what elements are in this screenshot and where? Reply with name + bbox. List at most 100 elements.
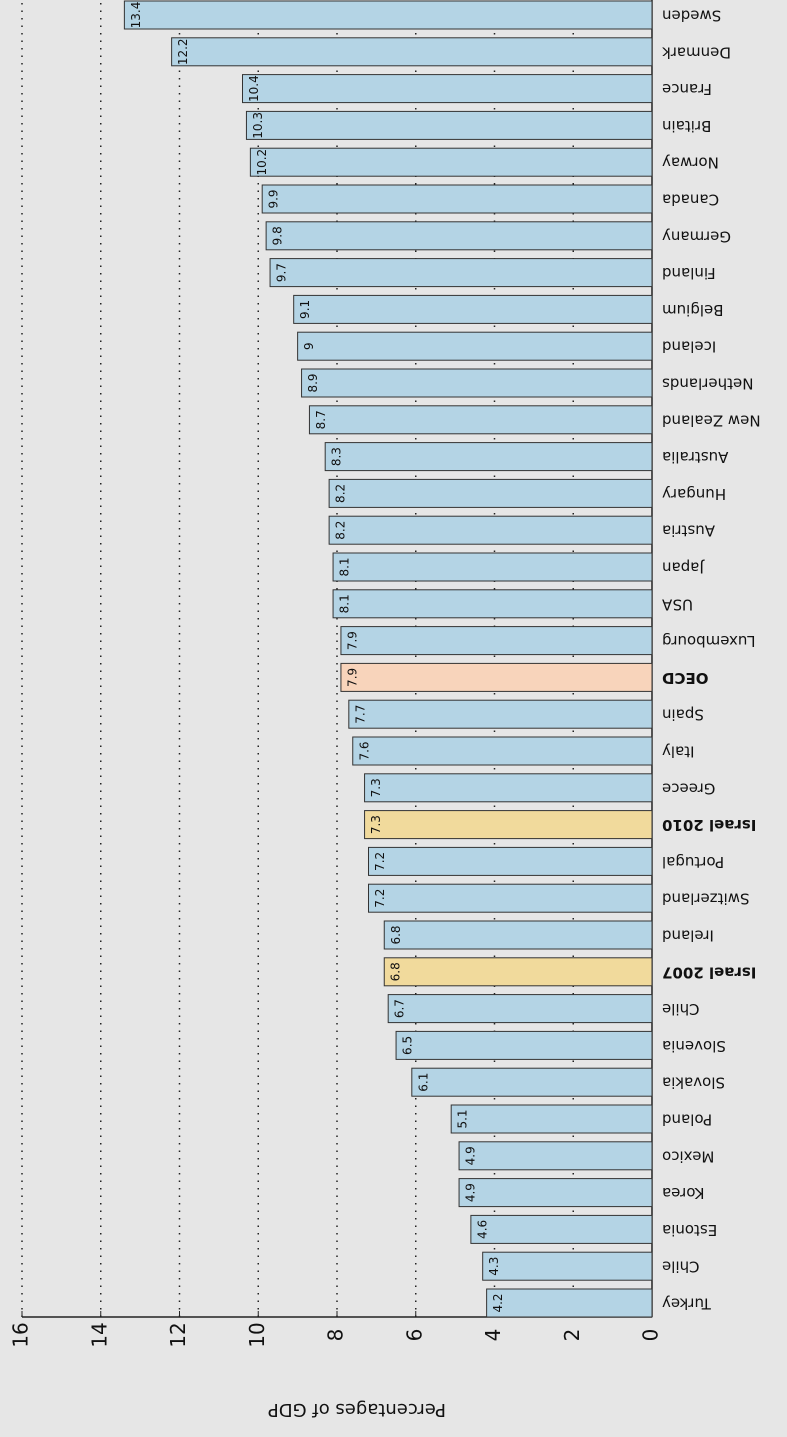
value-label: 9.1 (298, 300, 312, 319)
category-label: France (662, 80, 712, 98)
bar (265, 221, 653, 251)
x-tick-label: 16 (9, 1322, 33, 1347)
value-label: 4.9 (464, 1183, 478, 1202)
category-label: Chile (662, 1258, 700, 1276)
bar (383, 920, 653, 950)
bar (486, 1288, 653, 1318)
bar (324, 442, 653, 472)
bar (411, 1067, 653, 1097)
value-label: 7.9 (345, 668, 359, 687)
bar (332, 589, 653, 619)
category-label: Ireland (662, 927, 714, 945)
category-label: Sweden (662, 7, 721, 25)
category-label: Chile (662, 1000, 700, 1018)
category-label: New Zealand (662, 411, 761, 429)
bar (458, 1178, 653, 1208)
bar (123, 0, 653, 30)
category-label: USA (661, 595, 693, 613)
category-label: Belgium (662, 301, 724, 319)
bar (301, 368, 653, 398)
value-label: 6.8 (389, 925, 403, 944)
bar (364, 773, 653, 803)
category-label: Slovakia (662, 1074, 725, 1092)
category-label: Denmark (662, 43, 731, 61)
category-label: Greece (662, 779, 715, 797)
value-label: 8.1 (338, 594, 352, 613)
bar (245, 110, 653, 140)
category-label: Finland (662, 264, 716, 282)
x-tick-label: 14 (87, 1322, 111, 1347)
bar (340, 662, 653, 692)
value-label: 7.3 (369, 815, 383, 834)
value-label: 9.8 (271, 226, 285, 245)
category-label: Poland (662, 1111, 712, 1129)
value-label: 6.5 (401, 1036, 415, 1055)
category-label: Britain (662, 117, 711, 135)
x-tick-label: 2 (560, 1329, 584, 1342)
category-label: Turkey (662, 1295, 712, 1313)
bar (387, 994, 653, 1024)
category-label: Switzerland (662, 890, 750, 908)
category-label: Portugal (662, 853, 724, 871)
value-label: 4.9 (464, 1146, 478, 1165)
category-label: Luxembourg (662, 632, 756, 650)
value-label: 8.9 (306, 373, 320, 392)
bar (261, 184, 653, 214)
value-label: 8.1 (338, 557, 352, 576)
value-label: 7.3 (369, 778, 383, 797)
x-tick-label: 6 (402, 1329, 426, 1342)
category-label: Germany (662, 227, 731, 245)
bar (450, 1104, 653, 1134)
value-label: 8.3 (330, 447, 344, 466)
bar (297, 331, 653, 361)
bar (340, 626, 653, 656)
category-label: Italy (662, 743, 695, 761)
category-label: Spain (662, 706, 704, 724)
bar (328, 515, 653, 545)
bar (482, 1251, 653, 1281)
bar (368, 883, 653, 913)
bar (368, 846, 653, 876)
bar (328, 478, 653, 508)
bar (293, 294, 653, 324)
x-axis-label: Percentages of GDP (268, 1399, 446, 1420)
bar (458, 1141, 653, 1171)
bar (470, 1214, 653, 1244)
x-tick-label: 0 (639, 1329, 663, 1342)
value-label: 10.2 (255, 149, 269, 176)
category-label: Israel 2007 (662, 963, 756, 981)
bar (383, 957, 653, 987)
bar (269, 258, 653, 288)
category-label: Mexico (662, 1147, 714, 1165)
category-label: Japan (662, 559, 705, 577)
bar (352, 736, 653, 766)
x-tick-label: 8 (324, 1329, 348, 1342)
value-label: 5.1 (456, 1109, 470, 1128)
category-label: Norway (662, 154, 719, 172)
value-label: 10.4 (247, 75, 261, 102)
value-label: 6.7 (393, 999, 407, 1018)
x-tick-label: 12 (166, 1322, 190, 1347)
category-label: Estonia (662, 1221, 717, 1239)
category-label: Austria (662, 522, 715, 540)
value-label: 4.6 (475, 1220, 489, 1239)
category-label: OECD (662, 669, 708, 687)
category-label: Hungary (662, 485, 726, 503)
bar (395, 1030, 653, 1060)
category-label: Iceland (662, 338, 716, 356)
bar (249, 147, 653, 177)
bar (171, 37, 653, 67)
value-label: 8.7 (314, 410, 328, 429)
value-label: 7.2 (373, 852, 387, 871)
value-label: 7.2 (373, 889, 387, 908)
value-label: 4.3 (487, 1257, 501, 1276)
value-label: 6.8 (389, 962, 403, 981)
value-label: 9 (302, 342, 316, 350)
bar (364, 810, 653, 840)
value-label: 12.2 (176, 38, 190, 65)
value-label: 4.2 (491, 1293, 505, 1312)
category-label: Slovenia (662, 1037, 726, 1055)
category-label: Korea (662, 1184, 705, 1202)
bar (348, 699, 653, 729)
